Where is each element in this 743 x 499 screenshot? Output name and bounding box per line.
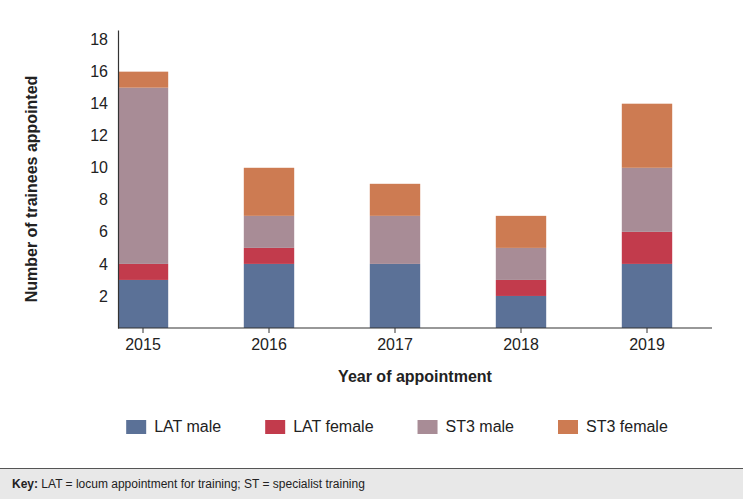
key-background xyxy=(0,469,743,499)
x-tick-mark xyxy=(395,328,396,333)
y-tick-label: 6 xyxy=(99,223,108,240)
bar xyxy=(370,216,420,264)
legend-swatch xyxy=(418,420,438,434)
x-axis-title: Year of appointment xyxy=(338,368,492,385)
bar xyxy=(244,248,294,264)
bar xyxy=(244,264,294,328)
bar xyxy=(370,264,420,328)
x-tick-mark xyxy=(647,328,648,333)
legend-item: LAT male xyxy=(126,418,221,435)
x-tick-label: 2017 xyxy=(377,336,413,353)
y-tick-label: 16 xyxy=(90,63,108,80)
legend-swatch xyxy=(265,420,285,434)
bar xyxy=(118,72,168,88)
key-part: Key: xyxy=(12,477,38,491)
bars xyxy=(118,72,672,328)
x-tick-label: 2015 xyxy=(125,336,161,353)
y-tick: 4 xyxy=(99,256,118,273)
key-part: LAT = locum appointment for training; ST… xyxy=(38,477,365,491)
legend-swatch xyxy=(126,420,146,434)
bar xyxy=(622,104,672,168)
y-tick: 14 xyxy=(90,95,118,112)
legend-label: LAT female xyxy=(293,418,373,435)
bar xyxy=(244,216,294,248)
legend-item: LAT female xyxy=(265,418,373,435)
x-tick-mark xyxy=(521,328,522,333)
x-tick: 2015 xyxy=(125,328,161,353)
y-tick: 8 xyxy=(99,191,118,208)
y-tick-label: 14 xyxy=(90,95,108,112)
legend-label: ST3 male xyxy=(446,418,515,435)
legend-item: ST3 male xyxy=(418,418,515,435)
bar xyxy=(118,264,168,280)
x-tick-label: 2018 xyxy=(503,336,539,353)
bar xyxy=(622,264,672,328)
y-tick: 18 xyxy=(90,31,118,48)
bar xyxy=(118,88,168,264)
y-axis-line xyxy=(118,31,119,329)
bar xyxy=(118,280,168,328)
bar xyxy=(496,216,546,248)
key-text: Key: LAT = locum appointment for trainin… xyxy=(12,477,365,491)
y-tick: 16 xyxy=(90,63,118,80)
y-tick-label: 18 xyxy=(90,31,108,48)
bar xyxy=(622,232,672,264)
x-axis-line xyxy=(118,327,712,328)
legend-item: ST3 female xyxy=(558,418,668,435)
x-tick-label: 2016 xyxy=(251,336,287,353)
y-axis-title: Number of trainees appointed xyxy=(23,76,40,303)
y-tick: 12 xyxy=(90,127,118,144)
y-axis: 2 4 6 8 10 12 14 16 18 xyxy=(90,31,118,329)
x-tick: 2016 xyxy=(251,328,287,353)
legend-swatch xyxy=(558,420,578,434)
x-tick-label: 2019 xyxy=(629,336,665,353)
x-tick-mark xyxy=(143,328,144,333)
y-tick-label: 10 xyxy=(90,159,108,176)
y-tick-label: 4 xyxy=(99,256,108,273)
y-tick: 10 xyxy=(90,159,118,176)
series-2 xyxy=(118,88,672,280)
y-tick-label: 8 xyxy=(99,191,108,208)
series-0 xyxy=(118,264,672,328)
x-tick: 2018 xyxy=(503,328,539,353)
bar xyxy=(244,168,294,216)
bar xyxy=(496,248,546,280)
x-tick: 2017 xyxy=(377,328,413,353)
bar xyxy=(622,168,672,232)
y-tick-label: 2 xyxy=(99,288,108,305)
series-3 xyxy=(118,72,672,248)
legend-label: ST3 female xyxy=(586,418,668,435)
key-rule xyxy=(0,468,743,469)
y-tick: 6 xyxy=(99,223,118,240)
bar xyxy=(496,296,546,328)
x-tick-mark xyxy=(269,328,270,333)
legend: LAT male LAT female ST3 male ST3 female xyxy=(126,418,668,435)
bar xyxy=(370,184,420,216)
x-axis: 2015 2016 2017 2018 2019 xyxy=(118,328,712,353)
legend-label: LAT male xyxy=(154,418,221,435)
y-tick-label: 12 xyxy=(90,127,108,144)
y-tick: 2 xyxy=(99,288,118,305)
bar xyxy=(496,280,546,296)
x-tick: 2019 xyxy=(629,328,665,353)
